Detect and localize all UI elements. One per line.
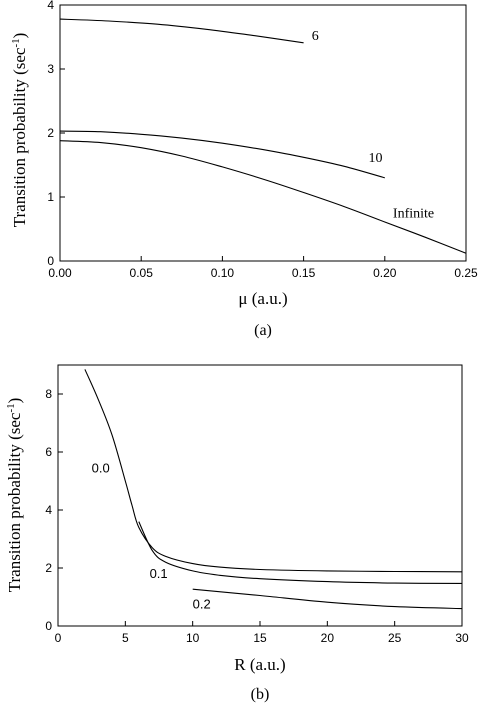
- x-tick-label-b: 5: [122, 631, 129, 645]
- curve-label-b-2: 0.2: [193, 597, 211, 612]
- x-tick-label-b: 15: [253, 631, 267, 645]
- curve-label-a-2: Infinite: [393, 206, 434, 221]
- y-axis-title-a: Transition probability (sec-1): [10, 33, 29, 228]
- series-line-a-1: [59, 130, 385, 179]
- y-axis-title-a-sup: -1: [10, 38, 22, 47]
- y-tick-label-b: 0: [45, 619, 52, 633]
- y-tick-label-a: 1: [47, 190, 54, 204]
- x-tick-label-b: 30: [455, 631, 469, 645]
- x-tick-label-a: 0.05: [130, 266, 154, 280]
- x-tick-label-b: 0: [55, 631, 62, 645]
- y-tick-label-b: 2: [45, 561, 52, 575]
- series-line-b-0: [84, 369, 463, 573]
- curve-label-a-0: 6: [312, 29, 319, 44]
- x-tick-label-a: 0.10: [211, 266, 235, 280]
- series-line-b-2: [192, 588, 463, 610]
- chart-panel-b: 0 5 10 15 20 25 30 0 2 4 6 8 0.0 0.1 0.2 R (a.u.) Tr…: [5, 364, 469, 703]
- y-axis-title-b-close: ): [5, 398, 24, 404]
- x-axis-a: 0.00 0.05 0.10 0.15 0.20 0.25: [48, 256, 478, 280]
- x-tick-label-b: 20: [321, 631, 335, 645]
- x-tick-label-b: 10: [186, 631, 200, 645]
- panel-label-b: (b): [251, 686, 270, 703]
- y-axis-b: 0 2 4 6 8: [45, 387, 63, 633]
- x-tick-label-a: 0.00: [48, 266, 72, 280]
- series-group-a: [59, 18, 467, 254]
- series-line-a-0: [59, 18, 304, 44]
- curve-labels-b: 0.0 0.1 0.2: [92, 460, 211, 611]
- y-tick-label-b: 4: [45, 503, 52, 517]
- y-tick-label-b: 6: [45, 445, 52, 459]
- x-axis-b: 0 5 10 15 20 25 30: [55, 621, 469, 645]
- plot-frame-b: [57, 364, 463, 627]
- series-line-b-1: [138, 521, 463, 584]
- x-axis-title-b: R (a.u.): [234, 655, 285, 674]
- series-group-b: [84, 369, 463, 610]
- x-tick-label-a: 0.25: [454, 266, 478, 280]
- x-tick-label-a: 0.15: [292, 266, 316, 280]
- y-tick-label-b: 8: [45, 387, 52, 401]
- y-tick-label-a: 0: [47, 254, 54, 268]
- curve-label-b-1: 0.1: [150, 566, 168, 581]
- y-axis-title-a-close: ): [10, 33, 29, 39]
- x-tick-label-b: 25: [388, 631, 402, 645]
- y-tick-label-a: 2: [47, 126, 54, 140]
- chart-panel-a: 0.00 0.05 0.10 0.15 0.20 0.25 0 1 2 3 4 6 10 Infini…: [10, 0, 478, 339]
- y-axis-title-a-main: Transition probability (sec: [10, 47, 29, 227]
- x-tick-label-a: 0.20: [373, 266, 397, 280]
- curve-label-b-0: 0.0: [92, 460, 110, 475]
- y-axis-title-b: Transition probability (sec-1): [5, 398, 24, 593]
- y-tick-label-a: 3: [47, 62, 54, 76]
- curve-labels-a: 6 10 Infinite: [312, 29, 434, 221]
- y-tick-label-a: 4: [47, 0, 54, 12]
- y-axis-a: 0 1 2 3 4: [47, 0, 65, 268]
- y-axis-title-b-main: Transition probability (sec: [5, 412, 24, 592]
- x-axis-title-a: μ (a.u.): [238, 289, 287, 308]
- series-line-a-2: [59, 140, 467, 254]
- panel-label-a: (a): [254, 322, 272, 339]
- curve-label-a-1: 10: [369, 151, 383, 166]
- y-axis-title-b-sup: -1: [5, 403, 17, 412]
